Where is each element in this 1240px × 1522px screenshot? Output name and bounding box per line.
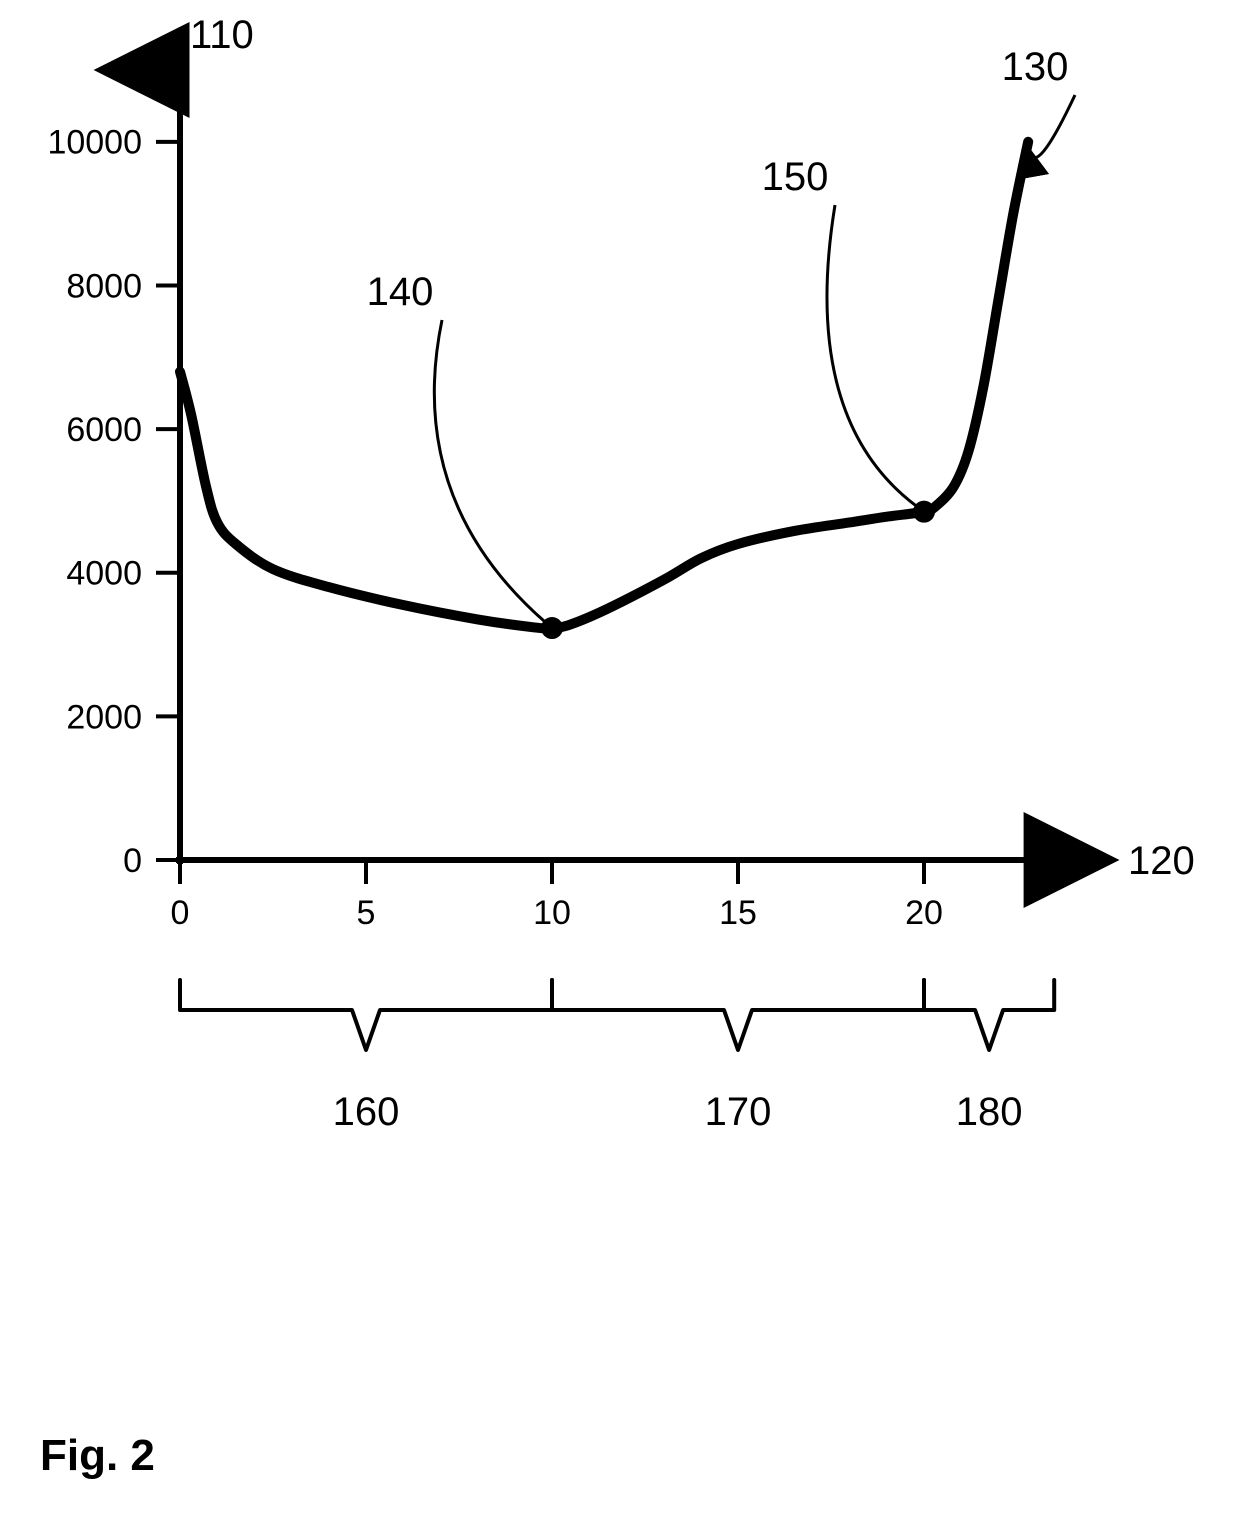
leader-130 — [1030, 95, 1075, 158]
x-tick-label: 10 — [533, 894, 571, 932]
curve-path — [180, 142, 1028, 629]
bracket-label-160: 160 — [333, 1090, 400, 1134]
y-tick-label: 4000 — [66, 555, 142, 593]
leader-140 — [434, 320, 546, 623]
curve-130 — [180, 142, 1028, 629]
x-tick-label: 20 — [905, 894, 943, 932]
ref-label-130: 130 — [1002, 45, 1069, 89]
bracket-label-180: 180 — [956, 1090, 1023, 1134]
bracket-170 — [552, 980, 924, 1050]
x-axis-ticks: 0 5 10 15 20 — [171, 860, 943, 932]
y-axis-ref-label: 110 — [190, 13, 254, 57]
figure-caption: Fig. 2 — [40, 1431, 155, 1480]
y-axis-ticks: 0 2000 4000 6000 8000 10000 — [47, 124, 180, 880]
curve-marker-150 — [913, 501, 935, 523]
ref-label-140: 140 — [367, 270, 434, 314]
bracket-180 — [924, 980, 1054, 1050]
axes — [176, 70, 1110, 864]
bracket-label-170: 170 — [705, 1090, 772, 1134]
y-tick-label: 10000 — [47, 124, 142, 162]
figure-svg: 0 2000 4000 6000 8000 10000 0 5 10 15 20 160 170 18… — [0, 0, 1240, 1522]
ref-label-150: 150 — [762, 155, 829, 199]
x-tick-label: 0 — [171, 894, 190, 932]
y-tick-label: 0 — [123, 842, 142, 880]
x-tick-label: 5 — [357, 894, 376, 932]
y-tick-label: 8000 — [66, 267, 142, 305]
page: 0 2000 4000 6000 8000 10000 0 5 10 15 20 160 170 18… — [0, 0, 1240, 1522]
y-tick-label: 2000 — [66, 698, 142, 736]
leader-150 — [827, 205, 918, 507]
x-tick-label: 15 — [719, 894, 757, 932]
reference-labels: 140 150 130 — [367, 45, 1069, 314]
y-tick-label: 6000 — [66, 411, 142, 449]
bracket-160 — [180, 980, 552, 1050]
region-brackets: 160 170 180 — [180, 980, 1054, 1134]
x-axis-ref-label: 120 — [1128, 839, 1195, 883]
